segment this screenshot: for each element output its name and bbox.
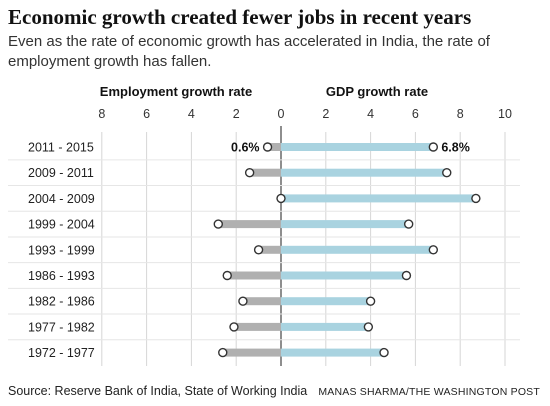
- chart-labels: Employment growth rate GDP growth rate 8 6 4…: [28, 84, 512, 360]
- category-label: 2011 - 2015: [28, 141, 94, 155]
- employment-bar: [222, 348, 281, 357]
- gdp-dot: [428, 245, 439, 255]
- gdp-dot: [403, 219, 414, 229]
- row-separators: [8, 159, 520, 341]
- gdp-dot: [401, 270, 412, 281]
- gdp-tick-label: 10: [498, 107, 512, 121]
- gdp-dot: [379, 347, 389, 358]
- gdp-dot: [363, 322, 374, 332]
- employment-bar: [242, 297, 281, 306]
- employment-bar: [267, 143, 281, 151]
- gdp-bar: [281, 220, 409, 229]
- employment-dot: [238, 296, 248, 306]
- employment-dot: [213, 219, 223, 229]
- employment-data-label: 0.6%: [231, 141, 260, 155]
- category-label: 1986 - 1993: [28, 269, 95, 283]
- employment-panel-title: Employment growth rate: [100, 84, 252, 99]
- gdp-bar: [281, 168, 447, 177]
- category-label: 1999 - 2004: [28, 218, 95, 232]
- diverging-bar-chart: Employment growth rate GDP growth rate 8 6 4…: [8, 84, 520, 366]
- gdp-bar: [281, 271, 407, 280]
- gdp-tick-label: 6: [412, 107, 419, 121]
- gdp-panel-title: GDP growth rate: [326, 84, 428, 99]
- gdp-bar: [281, 143, 434, 151]
- employment-tick-label: 8: [98, 107, 105, 121]
- category-label: 1982 - 1986: [28, 295, 95, 309]
- category-label: 2009 - 2011: [28, 166, 94, 180]
- gdp-dot: [428, 142, 439, 152]
- employment-bar: [233, 322, 281, 331]
- employment-tick-label: 6: [143, 107, 150, 121]
- category-label: 1977 - 1982: [28, 320, 95, 334]
- gdp-dot: [442, 167, 452, 178]
- category-label: 1993 - 1999: [28, 243, 95, 257]
- employment-bar: [218, 220, 281, 229]
- employment-bar: [258, 245, 281, 254]
- employment-tick-label: 4: [188, 107, 195, 121]
- employment-dot: [229, 322, 239, 332]
- gdp-bar: [281, 348, 385, 357]
- bars: [218, 143, 476, 357]
- gdp-dot: [471, 193, 481, 204]
- gdp-tick-label: 4: [367, 107, 374, 121]
- source-note: Source: Reserve Bank of India, State of …: [8, 384, 308, 398]
- employment-dot: [244, 167, 255, 178]
- category-label: 2004 - 2009: [28, 192, 95, 206]
- employment-dot: [218, 347, 228, 358]
- employment-dot: [276, 193, 286, 204]
- gdp-bar: [281, 322, 369, 331]
- gdp-bar: [281, 297, 371, 306]
- gdp-dot: [365, 296, 376, 306]
- dots: [213, 142, 481, 358]
- category-label: 1972 - 1977: [28, 346, 95, 360]
- employment-bar: [227, 271, 281, 280]
- gdp-bar: [281, 194, 476, 203]
- chart-title: Economic growth created fewer jobs in re…: [8, 5, 472, 29]
- gdp-tick-label: 8: [457, 107, 464, 121]
- employment-tick-label: 0: [278, 107, 285, 121]
- chart-subtitle: Even as the rate of economic growth has …: [8, 33, 490, 70]
- credit-line: MANAS SHARMA/THE WASHINGTON POST: [318, 386, 540, 398]
- employment-tick-label: 2: [233, 107, 240, 121]
- employment-dot: [222, 270, 232, 281]
- gdp-tick-label: 2: [322, 107, 329, 121]
- employment-dot: [253, 245, 264, 255]
- employment-bar: [249, 168, 281, 177]
- gdp-bar: [281, 245, 434, 254]
- gdp-data-label: 6.8%: [441, 141, 470, 155]
- employment-dot: [262, 142, 273, 152]
